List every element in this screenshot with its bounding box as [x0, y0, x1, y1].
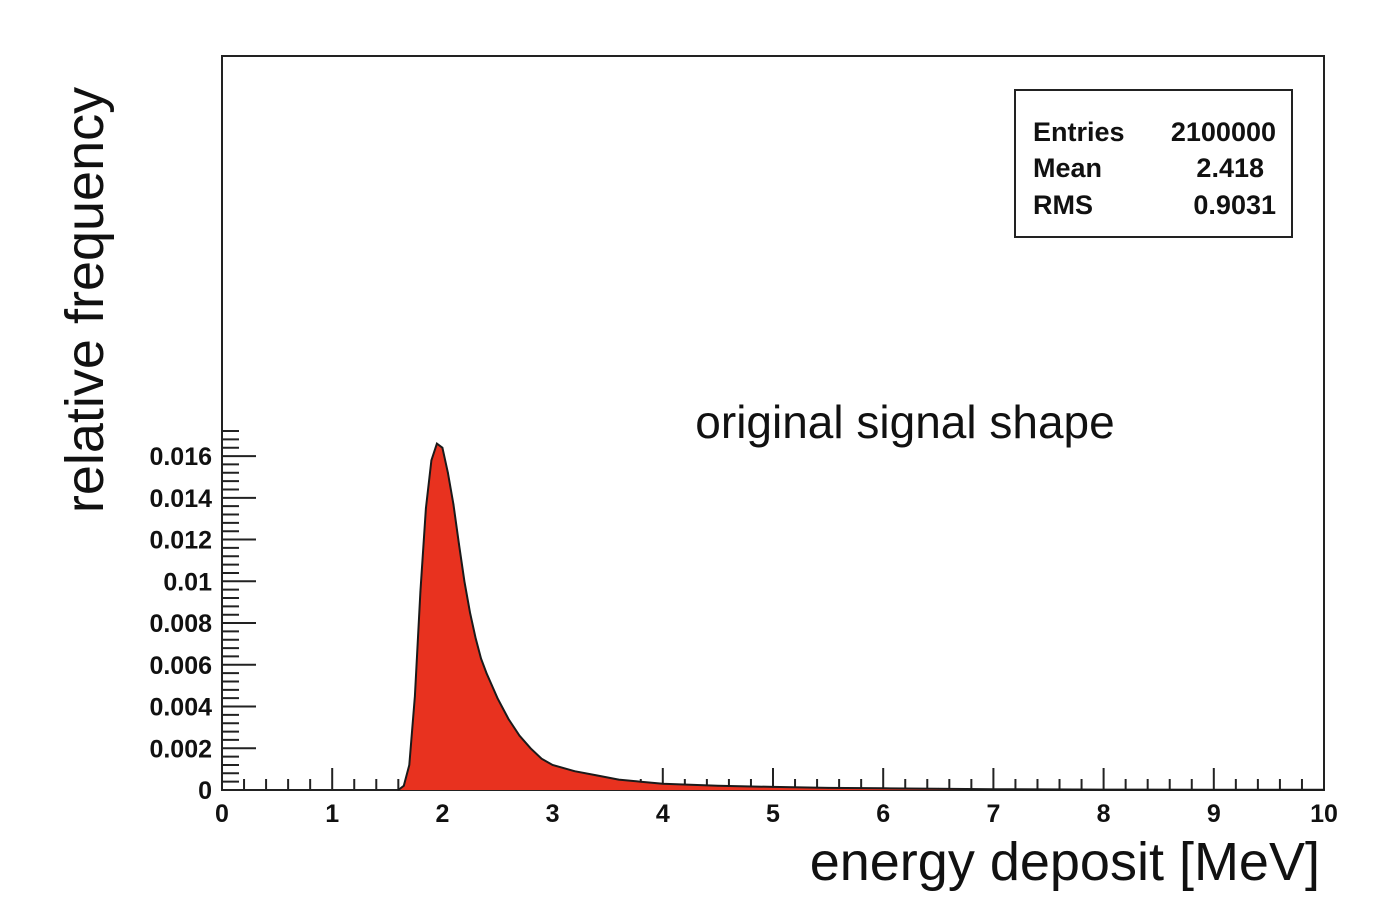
histogram-bin [662, 782, 664, 785]
histogram-bin [937, 787, 940, 790]
x-tick-label: 8 [1097, 800, 1111, 828]
y-tick-label: 0.008 [149, 610, 212, 638]
x-tick-label: 3 [546, 800, 560, 828]
histogram-bin [551, 764, 554, 766]
histogram-bin [540, 757, 543, 760]
stats-mean-value: 2.418 [1196, 153, 1264, 183]
histogram-bin [441, 446, 444, 449]
x-tick-label: 7 [986, 800, 1000, 828]
histogram-bin [1102, 788, 1105, 791]
histogram-bin [419, 590, 422, 593]
histogram-bin [640, 780, 642, 783]
histogram-bin [474, 636, 477, 639]
x-tick-label: 2 [435, 800, 449, 828]
histogram-bin [772, 786, 774, 788]
histogram-bin [408, 764, 411, 766]
x-tick-label: 1 [325, 800, 339, 828]
y-tick-label: 0.01 [163, 568, 212, 596]
histogram-bin [430, 459, 433, 462]
histogram-bin [480, 657, 482, 660]
histogram-data [397, 441, 1325, 791]
histogram-bin [1213, 789, 1215, 791]
x-axis-title: energy deposit [MeV] [810, 832, 1320, 892]
histogram-bin [458, 542, 460, 545]
histogram-bin [882, 787, 884, 790]
histogram-bin [469, 611, 471, 614]
histogram-bin [436, 442, 438, 445]
y-axis-title: relative frequency [55, 87, 115, 513]
x-tick-label: 4 [656, 800, 670, 828]
histogram-bin [827, 787, 829, 789]
histogram-bin [717, 785, 719, 787]
histogram-outline [397, 441, 1324, 791]
histogram-fill [398, 443, 1324, 790]
histogram-bin [447, 472, 449, 474]
histogram-bin [992, 788, 995, 790]
axis-ticks: 0 1 2 3 4 5 6 7 8 9 10 0 0.002 0.004 0.006 0.008 0.01 0.0… [149, 430, 1338, 828]
histogram-bin [403, 785, 405, 787]
histogram-bin [507, 718, 510, 720]
histogram-bin [518, 734, 521, 737]
y-tick-label: 0 [198, 777, 212, 805]
stats-entries-label: Entries [1033, 117, 1125, 147]
x-tick-label: 10 [1310, 800, 1338, 828]
stats-entries-value: 2100000 [1171, 117, 1276, 147]
y-tick-label: 0.016 [149, 443, 212, 471]
histogram-bin [496, 697, 499, 699]
histogram-bin [573, 770, 576, 772]
histogram-bin [529, 747, 532, 750]
stats-rms-value: 0.9031 [1193, 190, 1276, 220]
y-tick-label: 0.012 [149, 527, 212, 555]
histogram-bin [414, 695, 416, 697]
histogram-bin [485, 672, 488, 674]
y-tick-label: 0.006 [149, 652, 212, 680]
x-tick-label: 5 [766, 800, 780, 828]
y-tick-label: 0.004 [149, 694, 212, 722]
histogram-bin [463, 580, 466, 583]
x-tick-label: 0 [215, 800, 229, 828]
histogram-bin [617, 778, 620, 781]
stats-mean-label: Mean [1033, 153, 1102, 183]
histogram-bin [425, 507, 427, 510]
y-tick-label: 0.014 [149, 485, 212, 513]
x-tick-label: 9 [1207, 800, 1221, 828]
histogram-bin [452, 503, 455, 505]
histogram-bin [491, 684, 493, 687]
histogram-bin [502, 707, 504, 710]
histogram-bin [397, 789, 400, 791]
x-tick-label: 6 [876, 800, 890, 828]
histogram-bin [1323, 789, 1325, 791]
y-tick-label: 0.002 [149, 735, 212, 763]
annotation-text: original signal shape [695, 396, 1114, 448]
stats-box: Entries 2100000 Mean 2.418 RMS 0.9031 [1014, 89, 1293, 238]
histogram-bin [595, 774, 598, 777]
stats-rms-label: RMS [1033, 190, 1093, 220]
